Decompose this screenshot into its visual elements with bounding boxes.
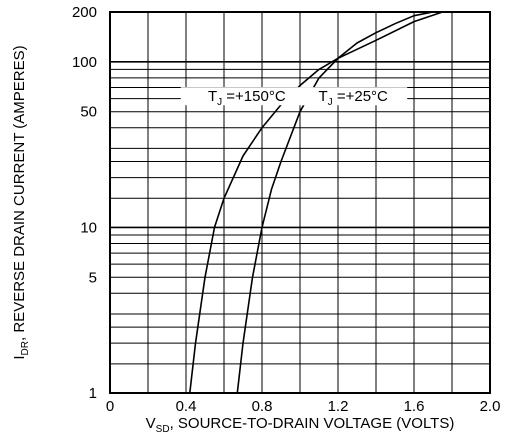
series-label-tj-150c: TJ =+150°C [180,87,313,108]
series-label-prefix: T [208,88,217,105]
y-axis-label-text: , REVERSE DRAIN CURRENT (AMPERES) [11,45,28,341]
y-axis-label-prefix: I [11,355,28,359]
y-axis-label: IDR, REVERSE DRAIN CURRENT (AMPERES) [11,45,31,359]
x-tick-labels: 0 0.4 0.8 1.2 1.6 2.0 [106,398,501,415]
y-tick-label: 100 [72,54,97,71]
x-axis-label-subscript: SD [156,424,170,435]
x-tick-label: 0 [106,398,114,415]
series-label-background [299,87,408,106]
y-tick-label: 10 [80,219,97,236]
x-tick-label: 1.6 [404,398,425,415]
series-label-background [180,87,313,106]
series-label-subscript: J [217,97,222,108]
y-tick-label: 5 [89,269,97,286]
y-tick-label: 50 [80,104,97,121]
y-tick-label: 1 [89,385,97,402]
series-annotations: TJ =+150°C TJ =+25°C [180,87,408,108]
grid [110,12,490,393]
series-label-text: TJ =+25°C [319,88,389,108]
series-label-value: =+25°C [333,88,388,105]
y-tick-label: 200 [72,4,97,21]
series-line-tj-150c [189,11,443,394]
x-tick-label: 0.4 [176,398,197,415]
x-axis-label: VSD, SOURCE-TO-DRAIN VOLTAGE (VOLTS) [146,415,455,435]
series-label-value: =+150°C [222,88,286,105]
y-axis-label-subscript: DR [20,341,31,355]
x-axis-label-prefix: V [146,415,156,432]
x-axis-label-text: , SOURCE-TO-DRAIN VOLTAGE (VOLTS) [170,415,455,432]
series-label-subscript: J [328,97,333,108]
y-tick-labels: 1 5 10 50 100 200 [72,4,97,402]
series-label-prefix: T [319,88,328,105]
plot-frame [109,11,491,394]
x-tick-label: 2.0 [480,398,501,415]
x-tick-label: 1.2 [328,398,349,415]
series-label-tj-25c: TJ =+25°C [299,87,408,108]
x-tick-label: 0.8 [252,398,273,415]
series-label-text: TJ =+150°C [208,88,286,108]
